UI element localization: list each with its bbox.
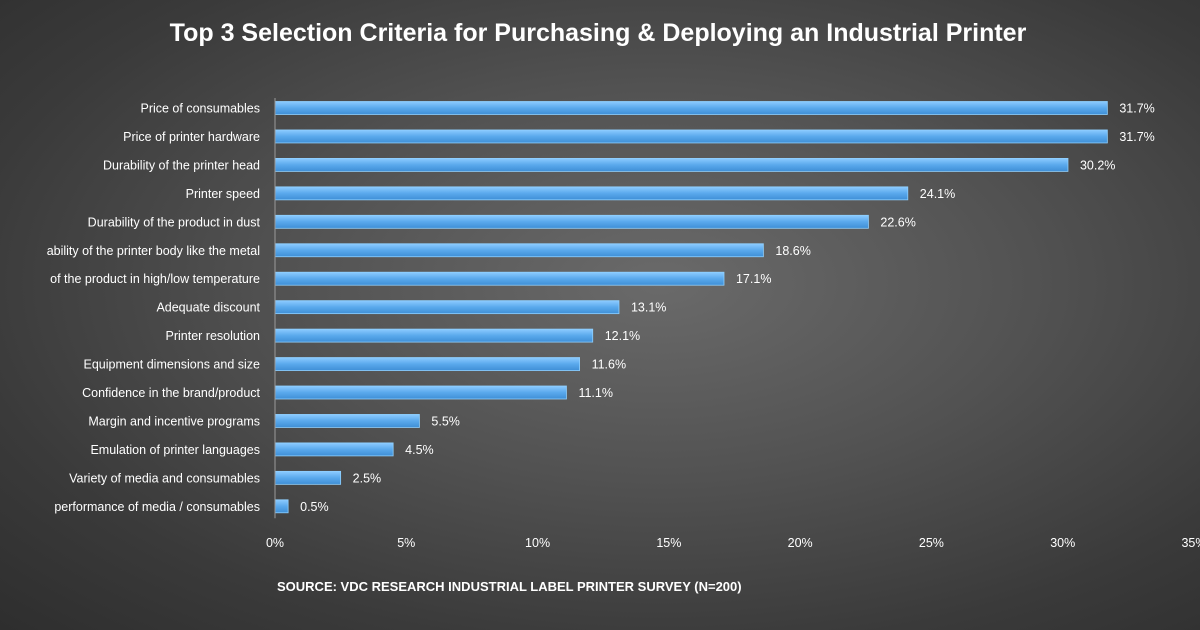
bar-value-label: 2.5% [353,471,382,485]
bar [274,328,594,343]
bar-value-label: 11.1% [578,386,613,400]
bar-value-label: 30.2% [1080,158,1115,172]
bars-layer: Price of consumables 31.7% Price of printe… [47,101,1155,514]
bar-value-label: 18.6% [775,244,810,258]
bar-value-label: 11.6% [592,358,627,372]
bar [274,357,580,371]
bar-value-label: 5.5% [431,414,460,428]
bar-value-label: 12.1% [605,329,640,343]
bar [274,271,725,286]
category-label: Emulation of printer languages [90,443,260,457]
x-tick-label: 20% [788,536,813,550]
category-label: Durability of the product in dust [88,215,261,229]
category-label: Price of printer hardware [123,130,260,144]
x-tick-label: 35% [1181,536,1200,550]
bar [274,499,289,514]
bar [274,470,342,485]
category-label: Variety of media and consumables [69,471,260,485]
bar [274,442,394,457]
x-tick-label: 5% [397,536,415,550]
category-label: Printer speed [186,187,260,201]
bar-value-label: 22.6% [880,215,915,229]
category-label: of the product in high/low temperature [50,272,260,286]
bar-value-label: 31.7% [1119,102,1154,116]
bar-value-label: 0.5% [300,500,329,514]
category-label: ability of the printer body like the met… [47,244,260,258]
category-label: Equipment dimensions and size [84,358,261,372]
x-tick-label: 25% [919,536,944,550]
x-axis: 0% 5% 10% 15% 20% 25% 30% 35% [266,98,1200,550]
x-tick-label: 15% [656,536,681,550]
bar [274,129,1108,144]
bar-value-label: 31.7% [1119,130,1154,144]
category-label: Adequate discount [156,301,260,315]
bar [274,186,909,201]
bar-value-label: 17.1% [736,272,771,286]
bar-value-label: 24.1% [920,187,955,201]
category-label: Durability of the printer head [103,158,260,172]
x-tick-label: 30% [1050,536,1075,550]
category-label: Margin and incentive programs [88,414,260,428]
bar [274,214,869,229]
category-label: Price of consumables [140,102,260,116]
bar [274,300,620,315]
chart-source-note: SOURCE: VDC RESEARCH INDUSTRIAL LABEL PR… [277,579,742,594]
bar [274,414,420,428]
bar-value-label: 13.1% [631,301,666,315]
category-label: Confidence in the brand/product [82,386,260,400]
bar [274,157,1069,172]
bar [274,385,567,400]
x-tick-label: 0% [266,536,284,550]
category-label: performance of media / consumables [54,500,260,514]
bar [274,101,1108,115]
x-tick-label: 10% [525,536,550,550]
category-label: Printer resolution [166,329,261,343]
chart-title: Top 3 Selection Criteria for Purchasing … [170,19,1027,47]
bar-value-label: 4.5% [405,443,434,457]
bar [274,243,764,258]
